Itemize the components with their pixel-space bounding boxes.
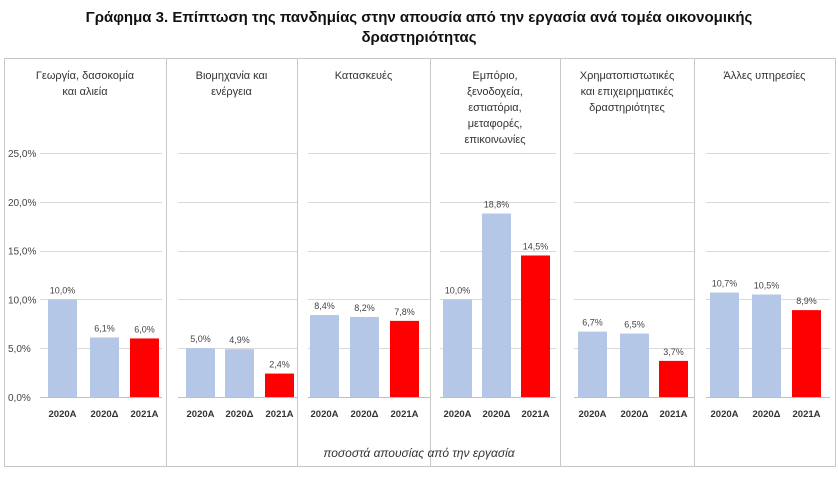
- y-tick-label: 25,0%: [8, 149, 36, 160]
- category-label: 2020Δ: [351, 409, 379, 420]
- category-label: 2021Α: [660, 409, 688, 420]
- panel-label-5: Χρηματοπιστωτικές: [580, 70, 675, 82]
- panel-label-2: ενέργεια: [211, 86, 252, 98]
- value-label: 6,7%: [582, 318, 603, 328]
- panel-label-4: ξενοδοχεία,: [467, 86, 523, 98]
- category-label: 2020Δ: [91, 409, 119, 420]
- panel-label-4: επικοινωνίες: [464, 134, 525, 146]
- x-axis-caption: ποσοστά απουσίας από την εργασία: [323, 446, 515, 460]
- category-label: 2021Α: [522, 409, 550, 420]
- value-label: 10,7%: [712, 279, 738, 289]
- category-label: 2020Α: [711, 409, 739, 420]
- bar-panel-5-2021Α: [659, 360, 688, 397]
- category-label: 2021Α: [266, 409, 294, 420]
- panel-label-5: δραστηριότητες: [589, 102, 665, 114]
- category-label: 2021Α: [391, 409, 419, 420]
- bar-panel-1-2020Δ: [90, 337, 119, 397]
- category-label: 2020Δ: [753, 409, 781, 420]
- bar-panel-2-2021Α: [265, 373, 294, 397]
- value-label: 14,5%: [523, 241, 549, 251]
- bar-panel-2-2020Δ: [225, 349, 254, 397]
- category-label: 2020Δ: [621, 409, 649, 420]
- value-label: 6,1%: [94, 323, 115, 333]
- bar-panel-1-2020Α: [48, 299, 77, 397]
- value-label: 8,9%: [796, 296, 817, 306]
- y-tick-label: 15,0%: [8, 247, 36, 258]
- bar-panel-4-2020Α: [443, 299, 472, 397]
- chart-frame: [4, 58, 836, 467]
- panel-label-5: και επιχειρηματικές: [581, 86, 674, 98]
- value-label: 4,9%: [229, 335, 250, 345]
- bar-panel-1-2021Α: [130, 338, 159, 397]
- category-label: 2020Δ: [226, 409, 254, 420]
- bar-panel-2-2020Α: [186, 348, 215, 397]
- value-label: 2,4%: [269, 360, 290, 370]
- chart-title-line-1: Γράφημα 3. Επίπτωση της πανδημίας στην α…: [85, 9, 753, 26]
- value-label: 10,0%: [445, 285, 471, 295]
- category-label: 2020Α: [49, 409, 77, 420]
- bar-panel-6-2020Α: [710, 292, 739, 397]
- value-label: 6,5%: [624, 320, 645, 330]
- panel-label-2: Βιομηχανία και: [196, 70, 268, 82]
- bar-panel-3-2020Δ: [350, 316, 379, 397]
- panel-label-1: και αλιεία: [62, 86, 108, 98]
- category-label: 2020Α: [444, 409, 472, 420]
- bar-panel-4-2020Δ: [482, 213, 511, 397]
- category-label: 2020Α: [311, 409, 339, 420]
- panel-label-6: Άλλες υπηρεσίες: [724, 70, 806, 82]
- chart-title-line-2: δραστηριότητας: [361, 29, 477, 46]
- y-tick-label: 10,0%: [8, 295, 36, 306]
- bar-panel-6-2021Α: [792, 310, 821, 397]
- bar-panel-5-2020Α: [578, 331, 607, 397]
- panel-label-4: Εμπόριο,: [472, 70, 517, 82]
- panel-label-4: εστιατόρια,: [468, 102, 521, 114]
- value-label: 3,7%: [663, 347, 684, 357]
- value-label: 10,5%: [754, 281, 780, 291]
- y-tick-label: 0,0%: [8, 393, 31, 404]
- category-label: 2020Α: [579, 409, 607, 420]
- category-label: 2020Α: [187, 409, 215, 420]
- value-label: 8,4%: [314, 301, 335, 311]
- bar-panel-3-2021Α: [390, 320, 419, 397]
- bar-panel-4-2021Α: [521, 255, 550, 397]
- panel-label-1: Γεωργία, δασοκομία: [36, 70, 135, 82]
- chart-title: Γράφημα 3. Επίπτωση της πανδημίας στην α…: [0, 8, 838, 48]
- bar-panel-6-2020Δ: [752, 294, 781, 397]
- value-label: 18,8%: [484, 200, 510, 210]
- bar-panel-3-2020Α: [310, 315, 339, 397]
- y-tick-label: 20,0%: [8, 198, 36, 209]
- category-label: 2020Δ: [483, 409, 511, 420]
- bar-panel-5-2020Δ: [620, 333, 649, 397]
- value-label: 10,0%: [50, 285, 76, 295]
- panel-label-3: Κατασκευές: [335, 70, 393, 82]
- y-tick-label: 5,0%: [8, 344, 31, 355]
- value-label: 6,0%: [134, 324, 155, 334]
- category-label: 2021Α: [131, 409, 159, 420]
- panel-label-4: μεταφορές,: [468, 118, 523, 130]
- value-label: 8,2%: [354, 303, 375, 313]
- value-label: 7,8%: [394, 307, 415, 317]
- value-label: 5,0%: [190, 334, 211, 344]
- category-label: 2021Α: [793, 409, 821, 420]
